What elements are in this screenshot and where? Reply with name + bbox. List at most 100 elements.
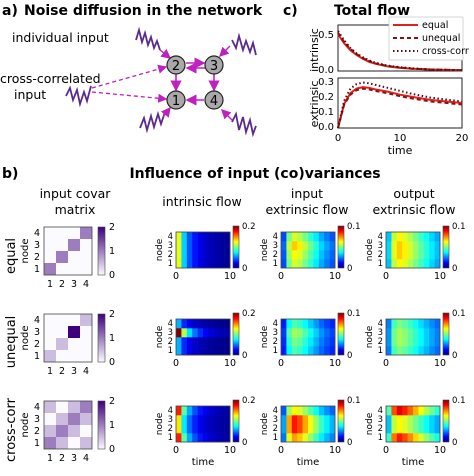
intrinsic-cell-1-1-1	[181, 337, 188, 347]
input-extrinsic-cell-2-1-5	[308, 424, 314, 434]
intrinsic-cell-2-3-7	[213, 406, 220, 416]
intrinsic-cell-1-0-3	[192, 346, 198, 356]
input-extrinsic-cell-1-2-6	[313, 328, 320, 338]
covar-cell-0-0-2	[68, 263, 80, 275]
intrinsic-cell-0-1-3	[192, 250, 198, 260]
noise-trace-node1	[139, 110, 166, 134]
output-extrinsic-cell-1-2-0	[386, 328, 392, 338]
output-extrinsic-cell-1-3-0	[386, 319, 392, 329]
panel-c: c) Total flow 0.0 0.5 intrinsic 0.0 0.1 …	[283, 3, 469, 157]
output-extrinsic-cell-0-1-0	[386, 250, 392, 260]
output-extrinsic-cell-2-1-3	[402, 424, 408, 434]
intrinsic-cell-0-2-3	[192, 241, 198, 251]
output-extrinsic-cell-1-1-4	[407, 337, 414, 347]
input-extrinsic-cell-2-0-0	[281, 433, 287, 443]
output-extrinsic-cell-2-3-0	[386, 406, 392, 416]
intrinsic-cell-0-3-8	[219, 232, 225, 242]
output-extrinsic-cell-0-0-3	[402, 259, 408, 269]
input-extrinsic-cell-1-1-4	[302, 337, 309, 347]
intrinsic-cell-1-2-5	[203, 328, 209, 338]
intrinsic-cell-0-1-5	[203, 250, 209, 260]
input-extrinsic-ytick-2-2: 3	[273, 415, 278, 425]
covar-cell-2-2-1	[56, 413, 68, 425]
intrinsic-ylabel-2: node	[155, 412, 165, 435]
intrinsic-cell-1-3-8	[219, 319, 225, 329]
intrinsic-cell-1-3-1	[181, 319, 188, 329]
output-extrinsic-cell-1-1-8	[429, 337, 435, 347]
output-extrinsic-cell-1-3-1	[391, 319, 398, 329]
input-extrinsic-cell-2-2-4	[302, 415, 309, 425]
input-extrinsic-cell-0-3-2	[291, 232, 298, 242]
c-xtick-2: 20	[456, 133, 469, 144]
covar-colorbar-0	[97, 226, 106, 276]
input-extrinsic-cbar-tick-1-0: 0	[347, 351, 352, 361]
input-extrinsic-cell-1-1-3	[297, 337, 303, 347]
output-extrinsic-cell-2-1-8	[429, 424, 435, 434]
intrinsic-cell-2-3-3	[192, 406, 198, 416]
intrinsic-cell-0-1-1	[181, 250, 188, 260]
intrinsic-cell-2-3-5	[203, 406, 209, 416]
input-extrinsic-cell-0-2-8	[324, 241, 330, 251]
intrinsic-cell-2-2-5	[203, 415, 209, 425]
covar-cell-2-1-3	[80, 425, 92, 437]
covar-cell-2-1-0	[44, 425, 56, 437]
covar-cbar-tick-2-2: 2	[109, 396, 115, 407]
intrinsic-cell-1-1-2	[186, 337, 193, 347]
output-extrinsic-cell-0-2-1	[391, 241, 398, 251]
output-extrinsic-cell-0-1-7	[423, 250, 430, 260]
intrinsic-cell-0-3-1	[181, 232, 188, 242]
intrinsic-cell-0-3-3	[192, 232, 198, 242]
extrinsic-ytick-2: 0.2	[318, 92, 334, 103]
intrinsic-cell-2-3-9	[224, 406, 231, 416]
intrinsic-cell-2-0-1	[181, 433, 188, 443]
covar-cbar-tick-2-1: 1	[109, 420, 115, 431]
covar-cell-2-0-1	[56, 437, 68, 449]
output-extrinsic-cell-1-2-6	[418, 328, 425, 338]
input-extrinsic-cell-1-3-3	[297, 319, 303, 329]
input-extrinsic-ytick-1-1: 2	[273, 337, 278, 347]
intrinsic-cell-1-1-4	[197, 337, 204, 347]
covar-ytick-1-2: 3	[34, 327, 40, 338]
output-extrinsic-cell-0-3-7	[423, 232, 430, 242]
panel-c-letter: c)	[283, 3, 298, 19]
output-extrinsic-cell-0-1-1	[391, 250, 398, 260]
intrinsic-cell-0-1-7	[213, 250, 220, 260]
intrinsic-cell-1-1-7	[213, 337, 220, 347]
output-extrinsic-cell-0-2-6	[418, 241, 425, 251]
output-extrinsic-cell-2-0-3	[402, 433, 408, 443]
input-extrinsic-colorbar-0	[337, 225, 345, 269]
input-extrinsic-cell-1-3-7	[318, 319, 325, 329]
individual-input-label: individual input	[12, 30, 109, 45]
intrinsic-cell-0-0-4	[197, 259, 204, 269]
intrinsic-frame-0	[175, 231, 231, 269]
intrinsic-cell-2-1-6	[208, 424, 215, 434]
intrinsic-ytick-0-2: 3	[168, 241, 173, 251]
intrinsic-cbar-tick-1-0: 0	[242, 351, 247, 361]
output-extrinsic-cell-1-3-6	[418, 319, 425, 329]
output-extrinsic-cell-2-2-5	[413, 415, 419, 425]
covar-ylabel-2: node	[20, 413, 31, 438]
input-extrinsic-cell-2-1-6	[313, 424, 320, 434]
input-extrinsic-cell-2-0-1	[286, 433, 293, 443]
intrinsic-cell-0-0-9	[224, 259, 231, 269]
output-extrinsic-cbar-tick-2-1: 0.1	[452, 396, 466, 406]
intrinsic-cell-0-3-6	[208, 232, 215, 242]
output-extrinsic-ytick-2-0: 1	[378, 433, 383, 443]
panel-b: b) Influence of input (co)variances inpu…	[2, 166, 466, 468]
intrinsic-cell-1-2-7	[213, 328, 220, 338]
output-extrinsic-xtick-0-1: 10	[434, 271, 446, 282]
output-extrinsic-cell-0-3-4	[407, 232, 414, 242]
input-extrinsic-ytick-0-2: 3	[273, 241, 278, 251]
input-extrinsic-cell-1-2-7	[318, 328, 325, 338]
intrinsic-cell-2-1-1	[181, 424, 188, 434]
input-extrinsic-cell-1-2-4	[302, 328, 309, 338]
output-extrinsic-cell-2-3-4	[407, 406, 414, 416]
intrinsic-cell-2-0-5	[203, 433, 209, 443]
extrinsic-plot-frame	[337, 77, 463, 129]
covar-cell-2-0-0	[44, 437, 56, 449]
output-extrinsic-cell-0-0-6	[418, 259, 425, 269]
intrinsic-cell-2-1-4	[197, 424, 204, 434]
covar-cell-1-0-0	[44, 350, 56, 362]
cross-input-arrow-node2	[91, 64, 168, 89]
